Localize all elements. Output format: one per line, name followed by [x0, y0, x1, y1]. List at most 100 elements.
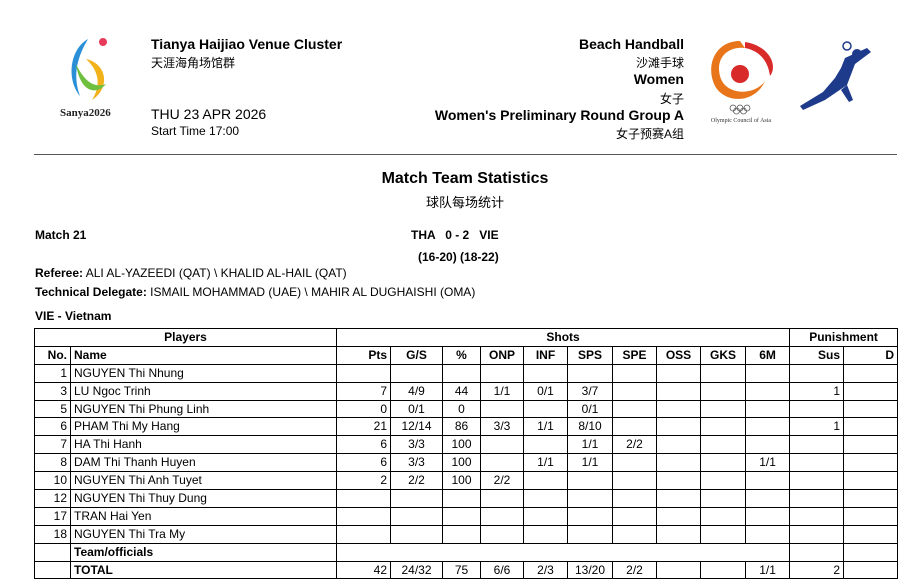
column-header: Pts — [336, 345, 392, 365]
referee-value: ALI AL-YAZEEDI (QAT) \ KHALID AL-HAIL (Q… — [85, 266, 347, 280]
table-cell-pts: 0 — [336, 399, 392, 419]
table-cell-name: NGUYEN Thi Thuy Dung — [69, 489, 338, 508]
table-cell-sus: 1 — [789, 417, 845, 437]
table-cell-sus — [789, 524, 845, 544]
match-date: THU 23 APR 2026 — [151, 106, 267, 122]
table-cell-inf — [523, 471, 569, 491]
table-row: 7 HA Thi Hanh 6 3/3 100 1/1 2/2 — [34, 435, 899, 455]
referee-label: Referee: — [35, 266, 84, 280]
table-cell-inf — [523, 524, 569, 544]
phase: Women's Preliminary Round Group A — [434, 107, 684, 123]
svg-text:Olympic Council of Asia: Olympic Council of Asia — [711, 117, 771, 124]
table-cell-name: TRAN Hai Yen — [69, 506, 338, 526]
table-cell-gks — [700, 363, 747, 383]
start-time: Start Time 17:00 — [151, 124, 240, 138]
table-cell-sus — [789, 471, 845, 491]
table-cell-pts — [336, 489, 392, 508]
table-row: 3 LU Ngoc Trinh 7 4/9 44 1/1 0/1 3/7 1 — [34, 381, 899, 401]
table-cell-oss — [656, 453, 702, 473]
column-header: Sus — [789, 345, 845, 365]
table-cell- — [442, 506, 482, 526]
table-cell — [34, 542, 71, 562]
table-row: 6 PHAM Thi My Hang 21 12/14 86 3/3 1/1 8/10 1 — [34, 417, 899, 437]
column-header: D — [843, 345, 899, 365]
table-cell-6m — [745, 435, 791, 455]
table-cell-gs: 24/32 — [390, 560, 444, 580]
table-cell-gks — [700, 435, 747, 455]
header-divider — [34, 154, 897, 155]
table-cell-d — [843, 453, 899, 473]
table-cell-gs: 12/14 — [390, 417, 444, 437]
table-cell-no: 18 — [34, 524, 71, 544]
technical-delegate-value: ISMAIL MOHAMMAD (UAE) \ MAHIR AL DUGHAIS… — [150, 285, 476, 299]
table-cell-oss — [656, 489, 702, 508]
table-cell-gs: 3/3 — [390, 435, 444, 455]
column-header: Name — [69, 345, 338, 365]
table-cell-name: TOTAL — [69, 560, 338, 580]
table-cell-sps — [567, 363, 614, 383]
table-cell-sps: 3/7 — [567, 381, 614, 401]
table-cell — [843, 542, 899, 562]
table-cell- — [442, 363, 482, 383]
column-header: % — [442, 345, 482, 365]
table-cell-pts: 7 — [336, 381, 392, 401]
table-cell-inf — [523, 506, 569, 526]
table-cell-: 100 — [442, 453, 482, 473]
table-cell-pts — [336, 524, 392, 544]
table-cell-spe: 2/2 — [612, 435, 658, 455]
table-cell-gs: 4/9 — [390, 381, 444, 401]
table-cell-gs: 0/1 — [390, 399, 444, 419]
table-cell-inf: 2/3 — [523, 560, 569, 580]
table-cell-sps: 1/1 — [567, 453, 614, 473]
table-cell-6m — [745, 524, 791, 544]
table-cell-gs: 3/3 — [390, 453, 444, 473]
table-cell-no: 12 — [34, 489, 71, 508]
sport-cn: 沙滩手球 — [635, 56, 684, 70]
table-cell-inf: 1/1 — [523, 453, 569, 473]
table-cell-sus — [789, 489, 845, 508]
sport: Beach Handball — [578, 36, 684, 52]
table-cell-d — [843, 524, 899, 544]
report-title: Match Team Statistics — [381, 170, 549, 187]
table-cell-no: 3 — [34, 381, 71, 401]
table-cell-sps — [567, 471, 614, 491]
table-cell-name: NGUYEN Thi Nhung — [69, 363, 338, 383]
column-header: No. — [34, 345, 71, 365]
table-cell-onp — [480, 399, 525, 419]
table-cell-gs — [390, 506, 444, 526]
table-cell-onp: 3/3 — [480, 417, 525, 437]
table-cell-inf: 1/1 — [523, 417, 569, 437]
table-cell-spe — [612, 506, 658, 526]
technical-delegate-label: Technical Delegate: — [35, 285, 147, 299]
table-cell-name: NGUYEN Thi Anh Tuyet — [69, 471, 338, 491]
table-row: 12 NGUYEN Thi Thuy Dung — [34, 489, 899, 508]
table-row: 5 NGUYEN Thi Phung Linh 0 0/1 0 0/1 — [34, 399, 899, 419]
venue-name-cn: 天涯海角场馆群 — [151, 56, 236, 70]
svg-text:Sanya2026: Sanya2026 — [60, 107, 111, 119]
table-cell-oss — [656, 506, 702, 526]
table-cell-6m: 1/1 — [745, 560, 791, 580]
table-cell-oss — [656, 524, 702, 544]
table-row: 18 NGUYEN Thi Tra My — [34, 524, 899, 544]
table-cell-onp: 2/2 — [480, 471, 525, 491]
table-cell-spe — [612, 363, 658, 383]
table-cell-oss — [656, 399, 702, 419]
table-cell-sps — [567, 506, 614, 526]
table-cell-name: DAM Thi Thanh Huyen — [69, 453, 338, 473]
table-cell-sus — [789, 453, 845, 473]
table-cell-d — [843, 363, 899, 383]
table-cell-gs: 2/2 — [390, 471, 444, 491]
table-cell-gks — [700, 489, 747, 508]
phase-cn: 女子预赛A组 — [615, 127, 684, 141]
table-cell-6m — [745, 506, 791, 526]
table-cell-sps: 0/1 — [567, 399, 614, 419]
table-cell-pts — [336, 506, 392, 526]
sport-pictogram-icon — [795, 40, 880, 115]
table-cell-onp: 6/6 — [480, 560, 525, 580]
table-cell-sps — [567, 489, 614, 508]
column-header: SPE — [612, 345, 658, 365]
table-cell-6m — [745, 489, 791, 508]
table-cell-d — [843, 417, 899, 437]
table-cell-pts: 6 — [336, 435, 392, 455]
table-cell-name: HA Thi Hanh — [69, 435, 338, 455]
